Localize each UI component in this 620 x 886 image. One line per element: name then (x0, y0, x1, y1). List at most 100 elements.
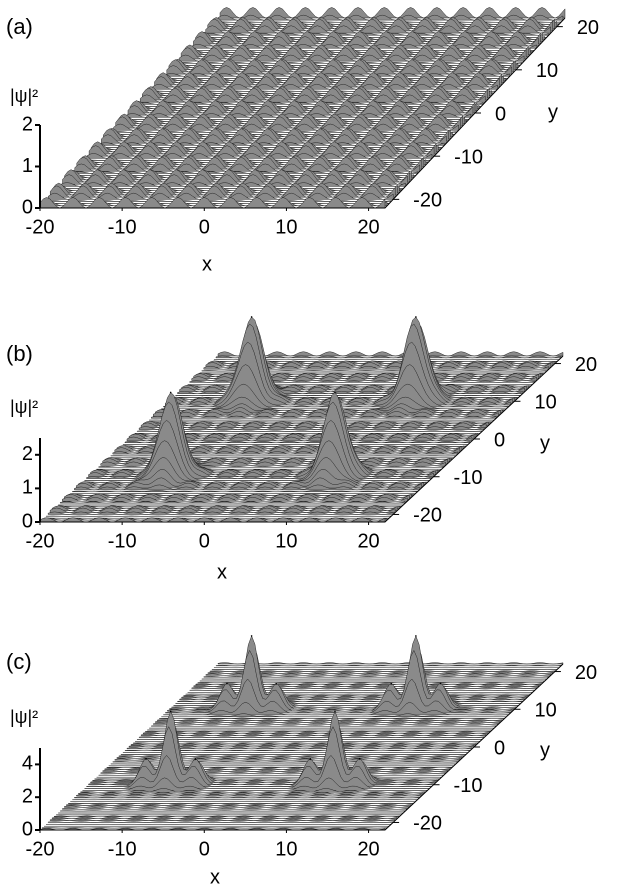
page: 012-20-1001020-20-1001020(a)|ψ|²xy012-20… (0, 0, 620, 886)
x-label: x (202, 253, 212, 275)
surface-row (48, 822, 393, 823)
surface-row (139, 737, 484, 738)
panel-label: (b) (6, 341, 33, 366)
x-tick-label: 0 (199, 838, 210, 860)
peak (310, 758, 312, 760)
surface-row (131, 744, 476, 745)
y-tick-label: 20 (577, 17, 599, 39)
peak (145, 758, 147, 760)
y-tick-label: 20 (575, 354, 597, 376)
x-tick-label: 10 (275, 216, 297, 238)
y-tick-label: 20 (575, 662, 597, 684)
z-tick-label: 0 (22, 510, 33, 532)
y-label: y (548, 101, 558, 123)
surface-row (42, 828, 387, 829)
peak (251, 635, 253, 637)
panel-label: (a) (6, 14, 33, 39)
x-tick-label: 10 (275, 838, 297, 860)
surface-row (60, 811, 405, 812)
surface-row (68, 803, 413, 804)
surface-row (72, 490, 417, 491)
x-tick-label: 20 (357, 530, 379, 552)
peak (170, 392, 172, 394)
surface-row (157, 719, 502, 720)
x-tick-label: -20 (26, 838, 55, 860)
peak (415, 635, 417, 637)
figure: 012-20-1001020-20-1001020(a)|ψ|²xy012-20… (0, 0, 620, 886)
x-tick-label: -10 (108, 530, 137, 552)
y-tick-label: -20 (413, 190, 442, 212)
surface-row (218, 352, 563, 356)
y-tick-label: 10 (536, 60, 558, 82)
z-tick-label: 2 (22, 443, 33, 465)
z-tick-label: 0 (22, 196, 33, 218)
y-tick-label: 0 (494, 429, 505, 451)
x-tick-label: -10 (108, 838, 137, 860)
z-tick-label: 1 (22, 155, 33, 177)
x-tick-label: -20 (26, 530, 55, 552)
z-label: |ψ|² (10, 397, 38, 417)
surface-row (153, 723, 498, 724)
surface-row (151, 726, 496, 727)
y-tick-label: -10 (454, 467, 483, 489)
peak (275, 683, 277, 685)
surface-row (74, 797, 419, 798)
peak (415, 316, 417, 318)
z-tick-label: 2 (22, 785, 33, 807)
surface-row (155, 721, 500, 723)
peak (170, 711, 172, 713)
surface-row (145, 731, 490, 732)
surface-row (218, 663, 563, 664)
surface-row (210, 671, 555, 672)
surface-row (129, 745, 474, 747)
z-label: |ψ|² (10, 86, 38, 106)
surface-row (50, 819, 395, 821)
y-tick-label: 0 (494, 737, 505, 759)
peak (251, 316, 253, 318)
surface-row (60, 502, 405, 504)
surface-row (133, 743, 478, 744)
panel-label: (c) (6, 649, 32, 674)
x-label: x (210, 866, 220, 886)
surface-row (64, 806, 409, 808)
peak (334, 392, 336, 394)
surface-row (137, 431, 482, 432)
surface-row (159, 718, 504, 719)
y-tick-label: 10 (534, 700, 556, 722)
y-tick-label: 10 (534, 392, 556, 414)
surface-row (66, 804, 411, 805)
x-tick-label: 20 (357, 216, 379, 238)
peak (440, 682, 442, 684)
y-tick-label: -20 (413, 505, 442, 527)
y-label: y (540, 739, 550, 761)
y-label: y (540, 432, 550, 454)
x-tick-label: 0 (199, 216, 210, 238)
peak (226, 682, 228, 684)
surface-row (52, 817, 397, 819)
surface-row (78, 792, 423, 794)
y-tick-label: -10 (454, 775, 483, 797)
x-tick-label: 10 (275, 530, 297, 552)
x-tick-label: 0 (199, 530, 210, 552)
y-tick-label: -20 (413, 813, 442, 835)
z-tick-label: 4 (22, 753, 33, 775)
x-tick-label: -10 (108, 216, 137, 238)
y-tick-label: -10 (454, 146, 483, 168)
x-label: x (217, 561, 227, 583)
x-tick-label: 20 (357, 838, 379, 860)
surface-row (62, 808, 407, 809)
peak (359, 758, 361, 760)
peak (195, 758, 197, 760)
surface-row (54, 816, 399, 817)
z-label: |ψ|² (10, 707, 38, 727)
surface-row (76, 794, 421, 796)
z-tick-label: 2 (22, 113, 33, 135)
surface-row (143, 732, 488, 734)
surface-row (141, 734, 486, 736)
peak (390, 683, 392, 685)
z-tick-label: 0 (22, 818, 33, 840)
surface-row (216, 665, 561, 666)
peak (334, 711, 336, 713)
x-tick-label: -20 (26, 216, 55, 238)
z-tick-label: 1 (22, 477, 33, 499)
